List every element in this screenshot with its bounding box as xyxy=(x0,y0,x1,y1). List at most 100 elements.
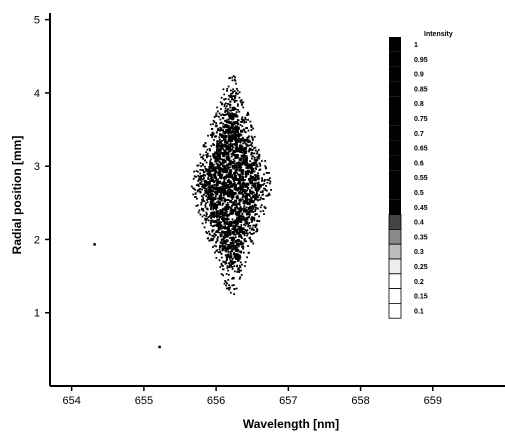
y-tick-label: 2 xyxy=(34,234,40,246)
data-point xyxy=(229,241,232,244)
data-point xyxy=(231,228,234,230)
outlier-point xyxy=(93,243,96,246)
data-point xyxy=(206,199,208,201)
data-point xyxy=(238,157,242,161)
data-point xyxy=(215,250,218,252)
y-tick-label: 5 xyxy=(34,15,40,27)
data-point xyxy=(216,223,220,227)
data-point xyxy=(217,236,219,238)
data-point xyxy=(226,180,230,183)
data-point xyxy=(241,175,244,178)
data-point xyxy=(215,213,219,217)
colorbar-swatch xyxy=(388,214,402,230)
data-point xyxy=(233,143,236,146)
colorbar-label: 0.75 xyxy=(414,116,428,123)
data-point xyxy=(238,234,242,238)
data-point xyxy=(215,245,218,248)
data-point xyxy=(231,97,234,100)
data-point xyxy=(224,231,227,233)
data-point xyxy=(234,236,237,239)
data-point xyxy=(247,252,250,254)
data-point xyxy=(221,152,225,155)
data-point xyxy=(216,221,219,224)
data-point xyxy=(226,265,229,267)
data-point xyxy=(201,207,203,210)
data-point xyxy=(209,200,213,204)
data-point xyxy=(244,172,248,176)
data-point xyxy=(253,191,255,194)
data-point xyxy=(253,232,255,234)
data-point xyxy=(203,177,205,180)
data-point xyxy=(264,189,267,191)
data-point xyxy=(227,156,231,160)
data-point xyxy=(214,170,218,174)
data-point xyxy=(212,235,214,237)
data-point xyxy=(227,144,230,147)
data-point xyxy=(232,253,235,256)
data-point xyxy=(198,188,200,191)
data-point xyxy=(222,114,225,117)
data-point xyxy=(229,245,233,249)
data-point xyxy=(251,171,253,174)
data-point xyxy=(268,172,270,174)
data-point xyxy=(246,114,248,116)
data-point xyxy=(254,226,257,229)
data-point xyxy=(215,208,217,211)
data-point xyxy=(241,104,243,106)
data-point xyxy=(253,159,256,161)
data-point xyxy=(256,191,258,194)
data-point xyxy=(232,98,235,101)
data-point xyxy=(236,203,238,205)
data-point xyxy=(232,201,236,205)
x-tick-label: 655 xyxy=(135,395,153,407)
data-point xyxy=(244,188,246,191)
data-point xyxy=(234,168,238,172)
data-point xyxy=(214,166,216,168)
data-point xyxy=(221,218,223,220)
data-point xyxy=(225,129,229,133)
data-point xyxy=(256,207,259,210)
data-point xyxy=(222,249,225,251)
data-point xyxy=(220,96,223,99)
data-point xyxy=(225,153,228,156)
data-point xyxy=(216,129,219,132)
data-point xyxy=(199,169,202,171)
data-point xyxy=(221,144,225,148)
data-point xyxy=(254,187,257,189)
data-point xyxy=(249,189,252,192)
data-point xyxy=(206,172,210,176)
colorbar-swatches xyxy=(388,37,402,319)
data-point xyxy=(237,136,240,138)
data-point xyxy=(253,205,256,207)
data-point xyxy=(223,166,227,170)
data-point xyxy=(235,99,238,102)
data-point xyxy=(242,157,245,160)
data-point xyxy=(227,139,231,143)
data-point xyxy=(196,197,198,200)
data-point xyxy=(247,225,250,228)
data-point xyxy=(233,180,235,182)
data-point xyxy=(209,134,212,136)
data-point xyxy=(245,118,247,121)
data-point xyxy=(227,269,229,272)
data-point xyxy=(220,252,223,255)
data-point xyxy=(217,167,221,171)
data-point xyxy=(237,150,240,153)
data-point xyxy=(200,195,203,198)
data-point xyxy=(252,206,255,209)
data-point xyxy=(229,253,232,255)
data-point xyxy=(241,196,244,199)
data-point xyxy=(261,179,264,181)
data-point xyxy=(192,193,195,196)
data-point xyxy=(243,151,247,154)
data-point xyxy=(222,137,226,141)
data-point xyxy=(242,227,245,230)
data-point xyxy=(205,211,208,214)
data-point xyxy=(212,208,215,211)
data-point xyxy=(235,125,237,127)
data-point xyxy=(246,256,248,259)
data-point xyxy=(219,101,222,104)
data-point xyxy=(214,179,217,182)
data-point xyxy=(250,228,253,231)
data-point xyxy=(215,204,219,207)
